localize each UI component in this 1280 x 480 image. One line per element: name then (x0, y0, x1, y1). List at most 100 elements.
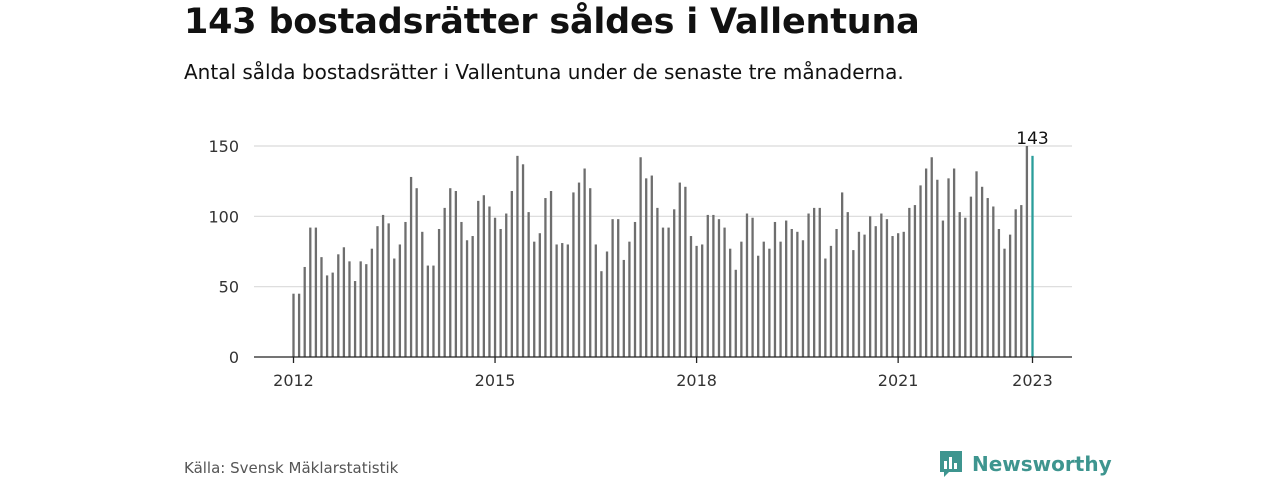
x-tick-label: 2012 (273, 371, 314, 390)
bar (482, 195, 485, 357)
bar (370, 248, 374, 357)
bar (404, 221, 407, 357)
bar (348, 261, 351, 357)
bar (297, 293, 301, 357)
bar (465, 240, 469, 357)
bar (689, 236, 693, 357)
bar (807, 213, 810, 357)
bar (880, 213, 883, 357)
bar (997, 228, 1001, 357)
bar (896, 233, 900, 357)
bar (835, 228, 838, 357)
bar (729, 248, 732, 357)
bar (818, 207, 821, 357)
brand-name: Newsworthy (972, 452, 1112, 476)
bar (673, 209, 676, 357)
bar (650, 175, 653, 357)
bar (1014, 209, 1017, 357)
bar (947, 178, 950, 357)
bar (1020, 205, 1023, 357)
bar-chart-speech-bubble-icon (940, 451, 962, 477)
bar (941, 220, 945, 357)
bar (633, 221, 637, 357)
bar (930, 157, 933, 357)
bar (908, 207, 911, 357)
bar (919, 185, 922, 357)
bar (622, 259, 625, 357)
bar (796, 231, 799, 357)
bar (443, 207, 446, 357)
bar (538, 233, 541, 357)
bar (678, 182, 681, 357)
bar (488, 206, 491, 357)
bar (583, 168, 586, 357)
bar (745, 213, 749, 357)
bar (594, 244, 597, 357)
bar (460, 221, 463, 357)
bar (813, 207, 816, 357)
bar (868, 216, 872, 357)
bar (577, 182, 581, 357)
bar (717, 219, 721, 357)
bar (605, 251, 609, 357)
bar (734, 269, 737, 357)
bar (516, 155, 519, 357)
bar (975, 171, 978, 357)
bar (645, 178, 648, 357)
bar (924, 168, 928, 357)
bar (757, 255, 760, 357)
bar (600, 271, 603, 357)
bar (801, 240, 805, 357)
x-tick-label: 2021 (878, 371, 919, 390)
bar (824, 258, 827, 357)
bar (426, 265, 430, 357)
bar (980, 186, 984, 357)
bar (891, 236, 894, 357)
bar (785, 220, 788, 357)
bar (314, 227, 318, 357)
bar (589, 188, 592, 357)
bar (555, 244, 558, 357)
bar (863, 234, 866, 357)
bar-chart: 0 50 100 150 2012 2015 2018 2021 2023 143 (208, 129, 1072, 390)
bar (409, 176, 413, 357)
bar (527, 212, 530, 357)
bar (381, 214, 385, 357)
bar (992, 206, 995, 357)
bar (684, 186, 687, 357)
bar (342, 247, 346, 357)
x-tick-label: 2018 (676, 371, 717, 390)
bar (331, 272, 334, 357)
bar (415, 188, 418, 357)
bar (617, 219, 620, 357)
bar (695, 245, 698, 357)
bar (751, 217, 754, 357)
bar (936, 179, 939, 357)
bar (656, 207, 659, 357)
bar (572, 192, 575, 357)
y-axis-ticks: 0 50 100 150 (208, 137, 239, 367)
bar (376, 226, 379, 357)
bar (706, 214, 709, 357)
bar (841, 192, 844, 357)
bar (740, 241, 743, 357)
bar (768, 248, 771, 357)
bar (773, 221, 777, 357)
bar (549, 191, 553, 357)
bar (639, 157, 642, 357)
bar (432, 265, 435, 357)
bar (359, 261, 362, 357)
bar (533, 241, 536, 357)
bar-highlight (1031, 155, 1034, 357)
bar (477, 200, 480, 357)
newsworthy-logo: Newsworthy (938, 449, 1112, 479)
bar (762, 241, 765, 357)
bar (566, 244, 569, 357)
bar (505, 213, 508, 357)
chart-subtitle: Antal sålda bostadsrätter i Vallentuna u… (184, 60, 904, 84)
bar (325, 275, 329, 357)
bar (387, 223, 390, 357)
bar (964, 217, 967, 357)
bar (712, 214, 715, 357)
bar (1003, 248, 1006, 357)
